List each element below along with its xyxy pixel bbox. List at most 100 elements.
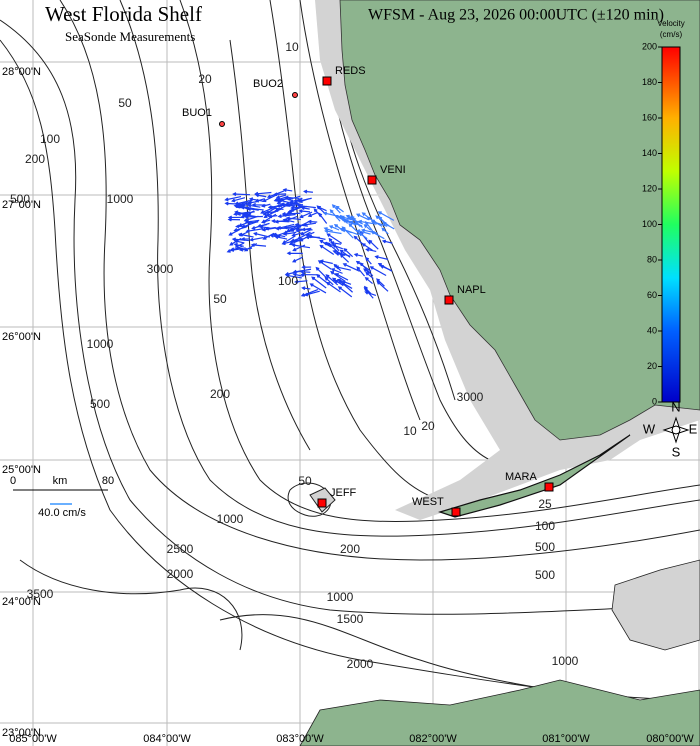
- colorbar-label: Velocity: [657, 19, 685, 28]
- vector: [243, 215, 259, 222]
- vector: [303, 290, 320, 297]
- station-marker: [317, 498, 327, 508]
- vector: [272, 232, 286, 238]
- contour-label: 100: [278, 274, 298, 288]
- vector: [328, 237, 340, 252]
- station-label: JEFF: [330, 487, 357, 499]
- station-marker: [322, 76, 332, 86]
- vector: [254, 191, 272, 196]
- vector: [328, 225, 340, 231]
- station-label: MARA: [505, 471, 537, 483]
- vector: [289, 239, 301, 244]
- vector: [275, 194, 287, 199]
- vector: [377, 263, 393, 272]
- vector: [291, 243, 311, 249]
- colorbar-tick-label: 40: [647, 325, 657, 335]
- buoy-marker: [292, 92, 298, 98]
- vector: [224, 201, 242, 206]
- lat-label: 26°00'N: [2, 331, 41, 343]
- contour-label: 3000: [457, 390, 484, 404]
- compass-s: S: [672, 444, 681, 459]
- contour-label: 10: [403, 424, 417, 438]
- vector: [333, 280, 344, 286]
- vector: [307, 211, 318, 218]
- station-label: VENI: [380, 164, 406, 176]
- buoy-label: BUO1: [182, 107, 212, 119]
- vector: [275, 198, 289, 203]
- scale-bar: 0 km 80 40.0 cm/s: [10, 475, 114, 519]
- contour-label: 2000: [347, 657, 374, 671]
- colorbar-tick-label: 20: [647, 361, 657, 371]
- subtitle: SeaSonde Measurements: [65, 29, 195, 44]
- vector: [266, 190, 285, 199]
- vector: [244, 210, 255, 217]
- vector: [228, 228, 241, 236]
- lon-label: 083°00'W: [276, 733, 324, 745]
- vector: [381, 227, 389, 235]
- vector: [261, 227, 277, 232]
- vector: [342, 263, 360, 272]
- contour-label: 3500: [27, 587, 54, 601]
- vector: [237, 232, 254, 238]
- colorbar-tick-label: 60: [647, 290, 657, 300]
- vector: [262, 194, 277, 203]
- lat-label: 28°00'N: [2, 66, 41, 78]
- vector: [317, 260, 332, 270]
- colorbar-tick-label: 140: [642, 148, 657, 158]
- vector: [374, 255, 389, 260]
- lat-label: 24°00'N: [2, 596, 41, 608]
- vector: [309, 283, 327, 294]
- vector: [356, 266, 366, 277]
- vector: [339, 227, 352, 234]
- colorbar-tick-label: 200: [642, 41, 657, 51]
- contour-label: 1000: [87, 337, 114, 351]
- vector: [249, 236, 264, 242]
- vector: [299, 211, 313, 219]
- vector: [368, 239, 379, 250]
- vector: [235, 204, 255, 210]
- vector: [283, 225, 298, 230]
- vector: [339, 253, 350, 263]
- vector: [376, 278, 385, 287]
- vector: [330, 241, 342, 245]
- contour-label: 50: [213, 292, 227, 306]
- colorbar-tick-label: 100: [642, 219, 657, 229]
- contour-label: 1500: [337, 612, 364, 626]
- vector: [343, 247, 354, 258]
- vector: [300, 206, 310, 211]
- contour-label: 200: [340, 542, 360, 556]
- compass-n: N: [671, 399, 680, 414]
- station-marker: [367, 175, 377, 185]
- vector: [355, 260, 372, 272]
- vector: [301, 227, 312, 232]
- lon-label: 082°00'W: [409, 733, 457, 745]
- vector: [322, 211, 341, 218]
- vector: [363, 224, 372, 231]
- station-label: REDS: [335, 65, 366, 77]
- vector: [274, 235, 288, 240]
- colorbar: [661, 46, 681, 403]
- info: WFSM - Aug 23, 2026 00:00UTC (±120 min): [368, 7, 664, 24]
- contour-label: 10: [285, 40, 299, 54]
- vector: [365, 247, 377, 253]
- vector: [369, 266, 387, 277]
- lon-label: 081°00'W: [542, 733, 590, 745]
- vector: [307, 219, 318, 224]
- vector: [356, 229, 371, 235]
- vector: [229, 248, 243, 252]
- vector: [381, 239, 393, 244]
- vector: [261, 219, 271, 224]
- vector: [353, 253, 363, 257]
- vector: [282, 188, 293, 192]
- contour-label: 2500: [167, 542, 194, 556]
- vector: [267, 214, 278, 219]
- vector: [286, 251, 303, 256]
- buoy-label: BUO2: [253, 78, 283, 90]
- contour-label: 20: [421, 419, 435, 433]
- vector: [325, 274, 339, 286]
- scale-end: 80: [102, 475, 114, 487]
- vector: [288, 200, 300, 205]
- contour-label: 50: [118, 96, 132, 110]
